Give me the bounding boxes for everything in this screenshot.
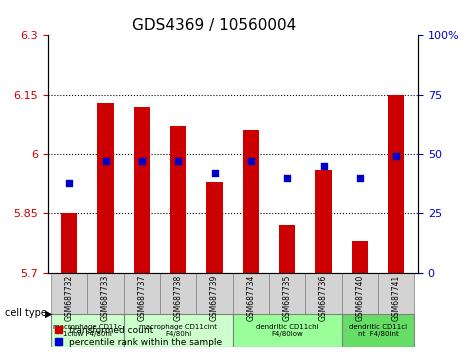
Text: cell type: cell type	[5, 308, 47, 318]
FancyBboxPatch shape	[269, 273, 305, 314]
FancyBboxPatch shape	[305, 273, 342, 314]
Text: macrophage CD11cint
F4/80hi: macrophage CD11cint F4/80hi	[139, 324, 217, 337]
Point	[247, 158, 255, 164]
Bar	[207, 182, 223, 273]
Point	[211, 170, 218, 176]
Bar	[352, 241, 368, 273]
Legend: transformed count, percentile rank within the sample: transformed count, percentile rank withi…	[52, 323, 225, 349]
Point	[66, 180, 73, 185]
Point	[138, 158, 146, 164]
Bar	[134, 107, 150, 273]
Text: GSM687739: GSM687739	[210, 275, 219, 321]
Text: dendritic CD11chi
F4/80low: dendritic CD11chi F4/80low	[256, 324, 319, 337]
Text: GDS4369 / 10560004: GDS4369 / 10560004	[132, 18, 296, 33]
Text: ▶: ▶	[45, 308, 53, 318]
FancyBboxPatch shape	[124, 273, 160, 314]
FancyBboxPatch shape	[197, 273, 233, 314]
Bar	[388, 95, 404, 273]
FancyBboxPatch shape	[378, 273, 414, 314]
Text: GSM687736: GSM687736	[319, 275, 328, 321]
Bar	[61, 213, 77, 273]
Text: GSM687737: GSM687737	[137, 275, 146, 321]
Text: GSM687738: GSM687738	[174, 275, 183, 321]
Point	[102, 158, 109, 164]
Text: GSM687733: GSM687733	[101, 275, 110, 321]
FancyBboxPatch shape	[342, 314, 414, 347]
FancyBboxPatch shape	[51, 314, 124, 347]
Point	[174, 158, 182, 164]
Bar	[97, 103, 114, 273]
FancyBboxPatch shape	[51, 273, 87, 314]
Text: GSM687735: GSM687735	[283, 275, 292, 321]
Text: GSM687741: GSM687741	[392, 275, 401, 321]
FancyBboxPatch shape	[233, 314, 342, 347]
Bar	[315, 170, 332, 273]
Text: dendritic CD11ci
nt  F4/80int: dendritic CD11ci nt F4/80int	[349, 324, 407, 337]
Bar	[243, 130, 259, 273]
Bar	[279, 225, 295, 273]
Point	[356, 175, 364, 181]
Text: GSM687732: GSM687732	[65, 275, 74, 321]
Point	[320, 163, 327, 169]
FancyBboxPatch shape	[342, 273, 378, 314]
FancyBboxPatch shape	[233, 273, 269, 314]
FancyBboxPatch shape	[124, 314, 233, 347]
Text: macrophage CD11c
1clow F4/80hi: macrophage CD11c 1clow F4/80hi	[53, 324, 122, 337]
Point	[284, 175, 291, 181]
FancyBboxPatch shape	[160, 273, 197, 314]
FancyBboxPatch shape	[87, 273, 124, 314]
Text: GSM687740: GSM687740	[355, 275, 364, 321]
Text: GSM687734: GSM687734	[247, 275, 256, 321]
Point	[392, 154, 400, 159]
Bar	[170, 126, 187, 273]
